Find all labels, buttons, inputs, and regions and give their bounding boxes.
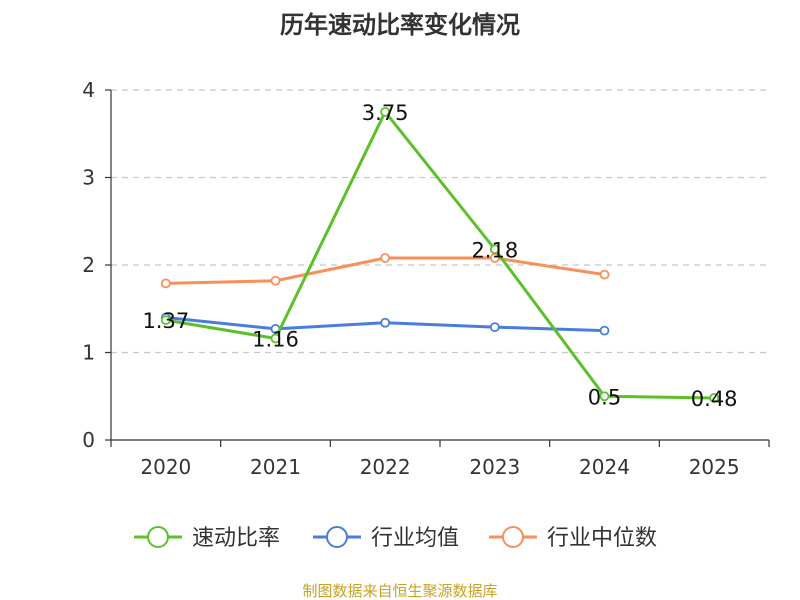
y-tick-label: 3 xyxy=(82,166,95,190)
series-1 xyxy=(160,106,720,403)
legend-marker xyxy=(502,526,524,548)
legend-marker xyxy=(326,526,348,548)
x-tick-label: 2021 xyxy=(250,455,301,479)
data-label: 3.75 xyxy=(362,101,409,125)
x-tick-label: 2022 xyxy=(360,455,411,479)
data-point xyxy=(599,269,610,280)
chart-title: 历年速动比率变化情况 xyxy=(280,11,520,39)
series-line xyxy=(165,110,715,400)
data-point xyxy=(489,322,500,333)
y-tick-label: 0 xyxy=(82,428,95,452)
axes: 0 1 2 3 4 2020 2021 2022 2023 2024 2025 xyxy=(82,78,770,479)
data-labels: 1.37 1.16 3.75 2.18 0.5 0.48 xyxy=(142,101,737,411)
data-point xyxy=(160,278,171,289)
x-tick-label: 2025 xyxy=(689,455,740,479)
data-point xyxy=(489,244,500,255)
series-3 xyxy=(160,253,610,289)
legend-label: 行业中位数 xyxy=(547,526,657,551)
data-label: 1.37 xyxy=(142,309,189,333)
x-tick-label: 2020 xyxy=(140,455,191,479)
y-tick-label: 1 xyxy=(82,341,95,365)
x-tick-label: 2023 xyxy=(469,455,520,479)
data-point xyxy=(380,253,391,263)
legend-item-1: 速动比率 xyxy=(134,526,280,551)
y-tick-label: 2 xyxy=(82,253,95,277)
legend-label: 行业均值 xyxy=(371,526,459,551)
data-point xyxy=(380,317,391,328)
legend-item-2: 行业均值 xyxy=(313,526,459,551)
legend-label: 速动比率 xyxy=(192,526,280,551)
legend: 速动比率 行业均值 行业中位数 xyxy=(134,526,657,551)
series-layer xyxy=(160,106,720,403)
data-label: 0.48 xyxy=(691,387,738,411)
legend-marker xyxy=(147,526,169,548)
data-label: 2.18 xyxy=(471,238,518,262)
data-point xyxy=(599,325,610,336)
data-point xyxy=(709,393,720,403)
source-note: 制图数据来自恒生聚源数据库 xyxy=(302,582,497,600)
data-point xyxy=(380,106,391,117)
data-point xyxy=(270,275,281,286)
x-tick-label: 2024 xyxy=(579,455,630,479)
data-point xyxy=(270,333,281,344)
data-point xyxy=(160,315,171,326)
legend-item-3: 行业中位数 xyxy=(489,526,657,551)
grid-lines xyxy=(111,89,769,354)
data-point xyxy=(599,391,610,402)
data-label: 1.16 xyxy=(252,328,299,352)
data-label: 0.5 xyxy=(588,385,621,409)
y-tick-label: 4 xyxy=(82,78,95,102)
